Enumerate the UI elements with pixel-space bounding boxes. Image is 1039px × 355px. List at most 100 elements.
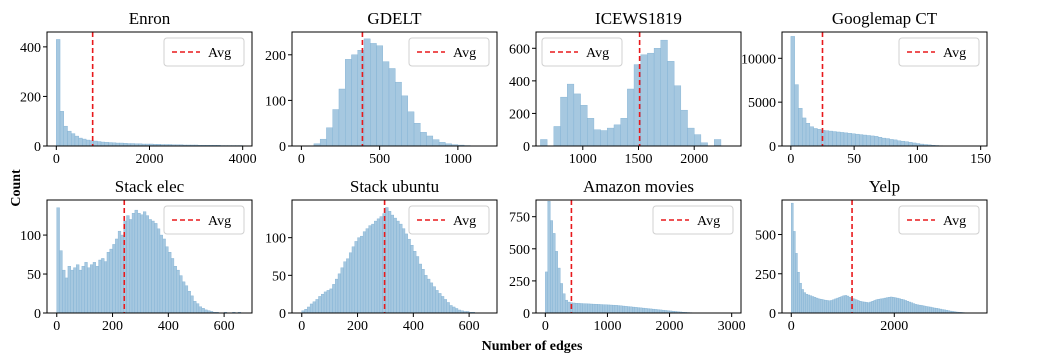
y-axis-label: Count	[9, 169, 24, 207]
histogram-bar	[637, 307, 640, 314]
histogram-bar	[639, 307, 643, 314]
y-tick-label: 0	[34, 307, 41, 322]
histogram-bar	[871, 301, 874, 314]
histogram-bar	[851, 133, 856, 147]
legend-box	[652, 205, 734, 235]
y-tick-label: 400	[509, 75, 530, 90]
histogram-bar	[312, 301, 316, 314]
x-tick-label: 0	[298, 152, 305, 167]
histogram-bar	[879, 298, 883, 314]
histogram-bar	[854, 299, 858, 314]
histogram-bar	[134, 209, 138, 314]
histogram-bar	[82, 138, 87, 147]
histogram-bar	[838, 297, 841, 314]
y-tick-label: 200	[20, 90, 41, 105]
histogram-bar	[900, 298, 903, 314]
histogram-bar	[156, 228, 161, 314]
histogram-bar	[562, 293, 566, 314]
histogram-bar	[587, 303, 591, 314]
histogram-bar	[452, 306, 456, 314]
histogram-bar	[304, 309, 308, 314]
histogram-bar	[170, 258, 175, 314]
x-tick-label: 400	[158, 319, 179, 334]
histogram-bar	[877, 137, 883, 147]
histogram-bar	[802, 117, 807, 147]
histogram-bar	[889, 139, 894, 147]
histogram-bar	[401, 95, 409, 147]
x-tick-label: 0	[788, 319, 795, 334]
histogram-bar	[365, 228, 369, 314]
histogram-bar	[429, 282, 434, 314]
histogram-bar	[836, 131, 841, 147]
histogram-bar	[573, 93, 581, 147]
histogram-bar	[560, 96, 568, 147]
legend-label: Avg	[208, 214, 231, 229]
histogram-bar	[805, 122, 811, 147]
y-tick-label: 200	[509, 107, 530, 122]
histogram-bar	[790, 36, 795, 147]
histogram-bar	[817, 298, 821, 314]
histogram-bar	[906, 301, 909, 314]
legend-box	[408, 37, 490, 67]
histogram-bar	[362, 231, 367, 314]
legend-box	[163, 37, 245, 67]
histogram-bar	[622, 305, 626, 314]
histogram-bar	[862, 134, 867, 147]
x-tick-label: 100	[907, 152, 928, 167]
histogram-bar	[162, 238, 166, 314]
histogram-bar	[101, 258, 105, 314]
histogram-bar	[609, 304, 613, 314]
histogram-bar	[62, 269, 66, 314]
histogram-bar	[426, 135, 434, 147]
histogram-bar	[614, 305, 618, 314]
y-tick-label: 400	[20, 41, 41, 56]
x-tick-label: 0	[542, 319, 549, 334]
histogram-bar	[567, 301, 571, 314]
histogram-bar	[680, 109, 688, 147]
histogram-bar	[357, 237, 361, 314]
histogram-bar	[939, 308, 942, 314]
histogram-bar	[896, 297, 899, 314]
histogram-bar	[714, 139, 722, 147]
x-tick-label: 500	[369, 152, 390, 167]
histogram-bar	[634, 307, 638, 314]
legend: Avg	[408, 37, 490, 67]
histogram-bar	[858, 134, 864, 147]
histogram-bar	[866, 135, 871, 147]
histogram-bar	[190, 295, 194, 314]
histogram-bar	[941, 309, 944, 314]
histogram-bar	[424, 275, 428, 314]
histogram-bar	[346, 258, 350, 314]
histogram-bar	[694, 134, 702, 147]
x-tick-label: 400	[403, 319, 424, 334]
histogram-bar	[59, 250, 63, 314]
histogram-bar	[607, 304, 611, 314]
histogram-bar	[892, 297, 895, 314]
histogram-bar	[824, 130, 830, 147]
histogram-bar	[104, 142, 109, 147]
histogram-bar	[363, 38, 371, 147]
legend: Avg	[163, 37, 245, 67]
histogram-bar	[893, 139, 898, 147]
histogram-bar	[577, 303, 581, 314]
histogram-bar	[337, 273, 342, 314]
histogram-bar	[904, 300, 907, 314]
histogram-bar	[553, 126, 561, 147]
histogram-bar	[371, 223, 375, 314]
histogram-bar	[567, 83, 575, 147]
histogram-bar	[649, 308, 653, 314]
histogram-bar	[413, 251, 417, 314]
histogram-bar	[935, 308, 938, 314]
histogram-bar	[840, 296, 843, 314]
histogram-bar	[354, 241, 358, 314]
histogram-bar	[832, 131, 837, 147]
histogram-bar	[449, 305, 453, 314]
histogram-bar	[165, 246, 169, 314]
histogram-bar	[910, 302, 914, 314]
legend-box	[898, 205, 980, 235]
histogram-bar	[446, 302, 450, 314]
histogram-bar	[842, 295, 846, 314]
histogram-bar	[454, 308, 459, 314]
plot-frame	[535, 199, 742, 314]
